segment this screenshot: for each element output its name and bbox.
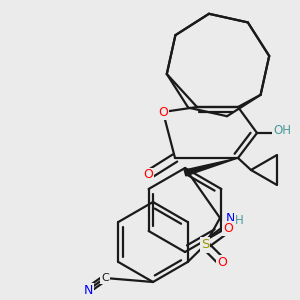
Polygon shape [184,158,238,176]
Text: N: N [226,212,235,224]
Text: N: N [83,284,93,296]
Text: C: C [101,273,109,283]
Text: S: S [201,238,209,251]
Text: O: O [158,106,168,118]
Text: O: O [217,256,227,268]
Text: O: O [223,221,233,235]
Text: O: O [143,169,153,182]
Text: H: H [235,214,244,227]
Text: OH: OH [273,124,291,136]
